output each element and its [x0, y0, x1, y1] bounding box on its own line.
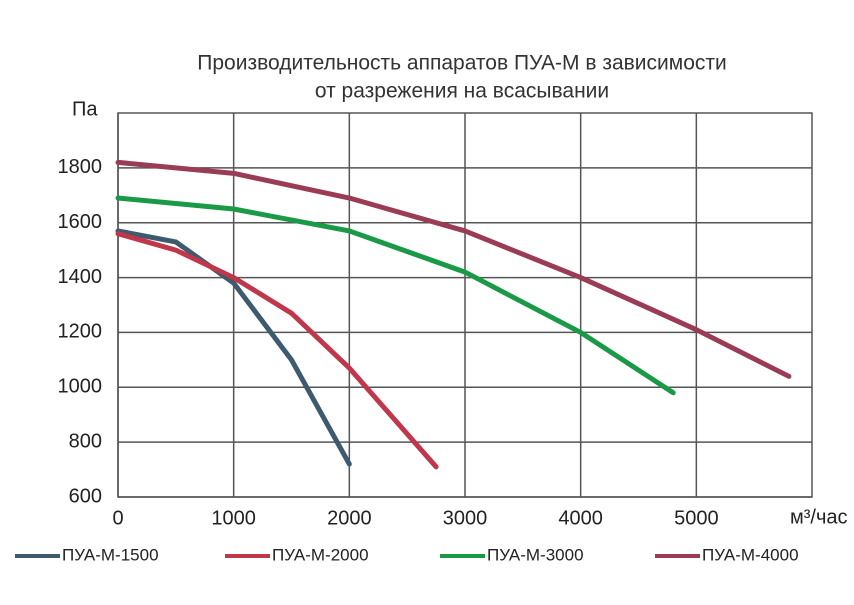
series-line	[115, 159, 792, 379]
x-tick-label: 0	[112, 507, 123, 529]
y-tick-label: 1800	[58, 156, 103, 178]
x-axis-label: м³/час	[790, 506, 848, 528]
y-tick-label: 1600	[58, 211, 103, 233]
x-tick-label: 1000	[211, 507, 256, 529]
series-line	[115, 228, 352, 467]
y-tick-label: 1400	[58, 266, 103, 288]
y-tick-label: 1200	[58, 321, 103, 343]
legend-label: ПУА-М-2000	[272, 545, 369, 564]
legend-label: ПУА-М-1500	[62, 545, 159, 564]
legend-label: ПУА-М-4000	[702, 545, 799, 564]
series-line	[115, 195, 676, 396]
y-tick-label: 600	[69, 485, 102, 507]
x-tick-label: 5000	[674, 507, 719, 529]
x-tick-label: 3000	[443, 507, 488, 529]
chart-title: Производительность аппаратов ПУА-М в зав…	[197, 52, 726, 75]
y-axis-label: Па	[72, 98, 98, 120]
legend-label: ПУА-М-3000	[487, 545, 584, 564]
y-tick-label: 1000	[58, 376, 103, 398]
y-tick-label: 800	[69, 430, 102, 452]
chart-title: от разрежения на всасывании	[315, 80, 609, 103]
x-tick-label: 4000	[558, 507, 603, 529]
series-line	[115, 231, 439, 470]
x-tick-label: 2000	[327, 507, 372, 529]
